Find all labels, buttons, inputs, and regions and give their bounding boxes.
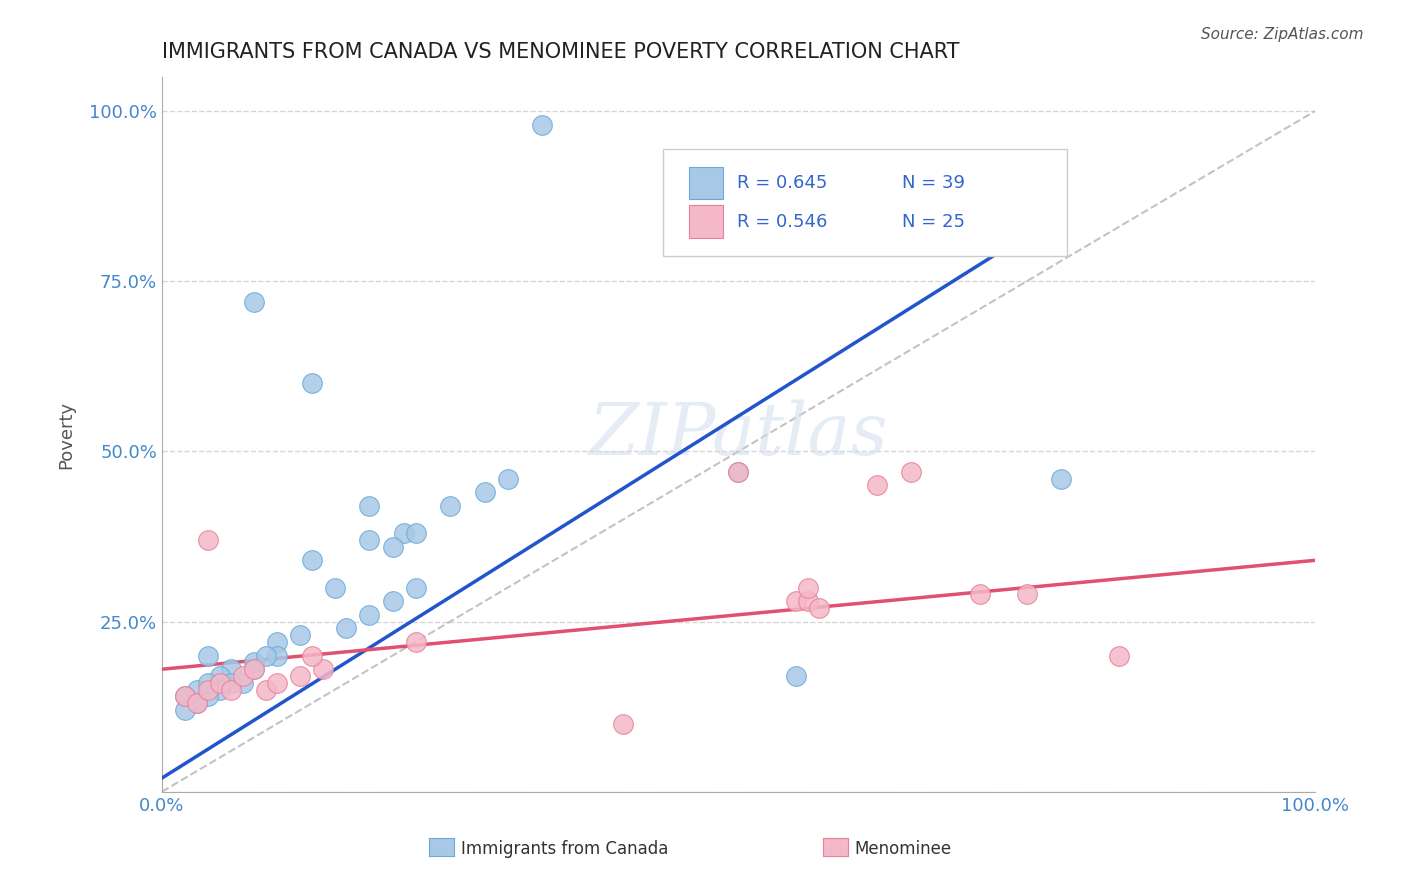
Point — [301, 553, 323, 567]
Point — [439, 499, 461, 513]
FancyBboxPatch shape — [689, 167, 724, 200]
Point — [232, 675, 254, 690]
Point — [197, 682, 219, 697]
Text: IMMIGRANTS FROM CANADA VS MENOMINEE POVERTY CORRELATION CHART: IMMIGRANTS FROM CANADA VS MENOMINEE POVE… — [162, 42, 959, 62]
Point — [186, 696, 208, 710]
Point — [219, 682, 242, 697]
Text: Menominee: Menominee — [855, 840, 952, 858]
Point — [796, 581, 818, 595]
Point — [808, 601, 831, 615]
Point — [474, 485, 496, 500]
Point — [174, 690, 197, 704]
Point — [243, 294, 266, 309]
Text: N = 25: N = 25 — [903, 212, 965, 230]
Point — [208, 682, 231, 697]
Point — [751, 227, 773, 241]
Point — [359, 499, 381, 513]
Point — [174, 690, 197, 704]
Point — [969, 587, 991, 601]
Point — [266, 675, 288, 690]
Point — [900, 465, 922, 479]
Point — [531, 118, 554, 132]
Point — [392, 526, 415, 541]
Point — [359, 533, 381, 547]
Point — [1108, 648, 1130, 663]
Point — [312, 662, 335, 676]
Point — [243, 662, 266, 676]
Point — [186, 682, 208, 697]
Point — [381, 594, 404, 608]
Point — [785, 594, 807, 608]
Point — [243, 662, 266, 676]
Point — [727, 465, 749, 479]
Point — [254, 648, 277, 663]
Point — [197, 648, 219, 663]
Point — [301, 376, 323, 391]
Point — [243, 656, 266, 670]
Point — [496, 472, 519, 486]
Point — [405, 526, 427, 541]
Point — [197, 675, 219, 690]
Point — [208, 675, 231, 690]
Point — [1015, 587, 1038, 601]
Point — [323, 581, 346, 595]
Point — [335, 621, 357, 635]
Y-axis label: Poverty: Poverty — [58, 401, 75, 468]
Point — [266, 635, 288, 649]
Point — [266, 648, 288, 663]
Point — [612, 716, 634, 731]
Point — [219, 675, 242, 690]
Text: Immigrants from Canada: Immigrants from Canada — [461, 840, 668, 858]
Point — [301, 648, 323, 663]
Text: ZIPatlas: ZIPatlas — [589, 400, 889, 470]
Point — [290, 669, 312, 683]
Text: N = 39: N = 39 — [903, 174, 965, 192]
Point — [219, 662, 242, 676]
FancyBboxPatch shape — [689, 205, 724, 238]
Point — [174, 703, 197, 717]
Point — [197, 533, 219, 547]
Point — [232, 669, 254, 683]
Point — [866, 478, 889, 492]
Text: R = 0.645: R = 0.645 — [737, 174, 828, 192]
Point — [796, 594, 818, 608]
Point — [381, 540, 404, 554]
Point — [405, 581, 427, 595]
Point — [785, 669, 807, 683]
Point — [290, 628, 312, 642]
Text: R = 0.546: R = 0.546 — [737, 212, 828, 230]
Point — [197, 690, 219, 704]
Point — [359, 607, 381, 622]
Point — [254, 682, 277, 697]
Point — [727, 465, 749, 479]
Point — [208, 669, 231, 683]
Point — [186, 696, 208, 710]
Point — [405, 635, 427, 649]
FancyBboxPatch shape — [664, 149, 1067, 256]
Text: Source: ZipAtlas.com: Source: ZipAtlas.com — [1201, 27, 1364, 42]
Point — [1050, 472, 1073, 486]
